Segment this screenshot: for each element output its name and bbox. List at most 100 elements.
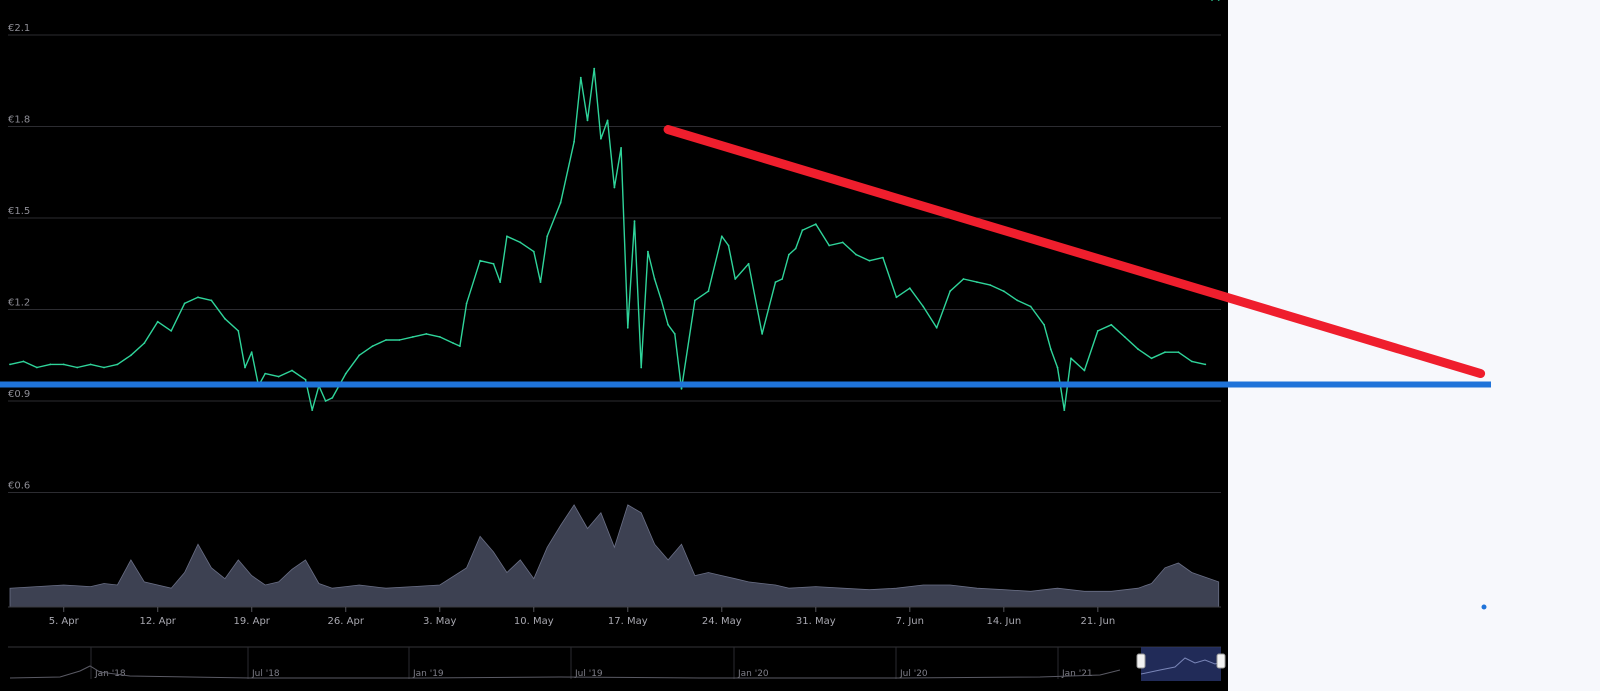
price-point bbox=[774, 281, 777, 283]
price-point bbox=[606, 119, 609, 122]
price-point bbox=[89, 363, 92, 366]
price-point bbox=[277, 375, 280, 378]
x-tick-label: 26. Apr bbox=[328, 616, 365, 627]
price-point bbox=[465, 302, 468, 305]
navigator-tick-label: Jul '20 bbox=[899, 669, 928, 679]
volume-area-path bbox=[9, 504, 1220, 608]
y-tick-label: €0.6 bbox=[8, 481, 30, 492]
price-point bbox=[143, 342, 146, 344]
price-point bbox=[156, 320, 159, 323]
price-point bbox=[801, 229, 804, 232]
price-point bbox=[244, 366, 246, 369]
price-point bbox=[492, 262, 495, 265]
price-point bbox=[311, 409, 314, 411]
price-point bbox=[855, 253, 857, 256]
x-axis-labels: 5. Apr 12. Apr 19. Apr 26. Apr 3. May 10. May… bbox=[49, 607, 1115, 627]
price-point bbox=[922, 305, 925, 308]
price-point bbox=[935, 326, 938, 329]
navigator-right-handle[interactable] bbox=[1216, 653, 1226, 669]
x-tick-label: 14. Jun bbox=[986, 616, 1021, 627]
price-point bbox=[103, 366, 105, 369]
price-point bbox=[962, 278, 965, 280]
navigator-selection[interactable] bbox=[1141, 647, 1221, 681]
price-point bbox=[371, 345, 374, 347]
price-point bbox=[412, 336, 414, 338]
navigator-tick-label: Jan '20 bbox=[737, 669, 769, 679]
price-point bbox=[586, 119, 589, 122]
price-point bbox=[1029, 305, 1032, 308]
navigator-tick-label: Jan '19 bbox=[412, 669, 444, 679]
navigator-tick-label: Jan '21 bbox=[1061, 669, 1093, 679]
price-point bbox=[1002, 290, 1005, 293]
price-point bbox=[573, 140, 575, 143]
price-point bbox=[680, 387, 683, 390]
annotation-layer bbox=[0, 125, 1491, 610]
price-point bbox=[1049, 348, 1052, 351]
price-point bbox=[828, 244, 831, 247]
y-axis-labels: €2.1 €1.8 €1.5 €1.2 €0.9 €0.6 bbox=[8, 23, 30, 492]
x-tick-label: 31. May bbox=[796, 616, 836, 627]
x-tick-label: 5. Apr bbox=[49, 616, 80, 627]
price-point bbox=[1043, 323, 1045, 326]
price-point bbox=[694, 299, 696, 302]
price-point bbox=[1083, 369, 1086, 372]
price-point bbox=[116, 363, 119, 366]
x-tick-label: 12. Apr bbox=[140, 616, 177, 627]
price-point bbox=[794, 247, 797, 250]
price-point bbox=[264, 372, 267, 375]
price-point bbox=[344, 372, 347, 375]
navigator[interactable]: Jan '18 Jul '18 Jan '19 Jul '19 Jan '20 Jul '… bbox=[8, 646, 1226, 681]
price-point bbox=[882, 256, 884, 259]
price-point bbox=[579, 76, 582, 79]
price-point bbox=[620, 147, 622, 149]
y-tick-label: €1.5 bbox=[8, 206, 30, 217]
x-tick-label: 24. May bbox=[702, 616, 742, 627]
price-point bbox=[989, 284, 992, 286]
y-tick-label: €1.2 bbox=[8, 298, 30, 309]
price-point bbox=[438, 336, 441, 338]
price-point bbox=[600, 137, 602, 140]
navigator-tick-label: Jan '18 bbox=[94, 669, 126, 679]
price-point bbox=[546, 235, 549, 238]
price-point bbox=[727, 244, 730, 247]
navigator-tick-label: Jul '18 bbox=[251, 669, 280, 679]
price-point bbox=[130, 354, 132, 357]
x-tick-label: 17. May bbox=[608, 616, 648, 627]
y-tick-label: €1.8 bbox=[8, 115, 30, 126]
price-point bbox=[707, 290, 710, 293]
price-point bbox=[36, 366, 38, 369]
x-tick-label: 10. May bbox=[514, 616, 554, 627]
price-point bbox=[331, 397, 334, 399]
price-point bbox=[539, 281, 542, 283]
price-point bbox=[1164, 351, 1166, 354]
price-point bbox=[385, 339, 387, 341]
price-point bbox=[1063, 409, 1066, 411]
price-series bbox=[9, 0, 1220, 411]
price-line bbox=[9, 67, 1206, 411]
price-point bbox=[1150, 357, 1153, 360]
price-point bbox=[949, 290, 951, 293]
price-point bbox=[868, 259, 871, 262]
price-point bbox=[425, 333, 428, 335]
price-point bbox=[324, 400, 327, 402]
navigator-left-handle[interactable] bbox=[1136, 653, 1146, 669]
price-point bbox=[781, 278, 784, 280]
price-point bbox=[976, 281, 978, 283]
price-point bbox=[673, 333, 676, 335]
navigator-overview-line bbox=[9, 665, 1121, 679]
price-point bbox=[1110, 323, 1113, 326]
price-point bbox=[358, 354, 361, 357]
price-point bbox=[660, 299, 663, 302]
price-point bbox=[304, 378, 307, 381]
price-point bbox=[1016, 299, 1019, 302]
price-point bbox=[613, 186, 616, 189]
price-point bbox=[653, 278, 656, 280]
price-point bbox=[633, 220, 636, 223]
price-point bbox=[1070, 357, 1072, 360]
price-point bbox=[532, 250, 535, 253]
price-point bbox=[814, 223, 817, 226]
price-point bbox=[62, 363, 65, 366]
price-point bbox=[559, 201, 562, 204]
price-point bbox=[640, 366, 643, 369]
price-point bbox=[210, 299, 213, 302]
